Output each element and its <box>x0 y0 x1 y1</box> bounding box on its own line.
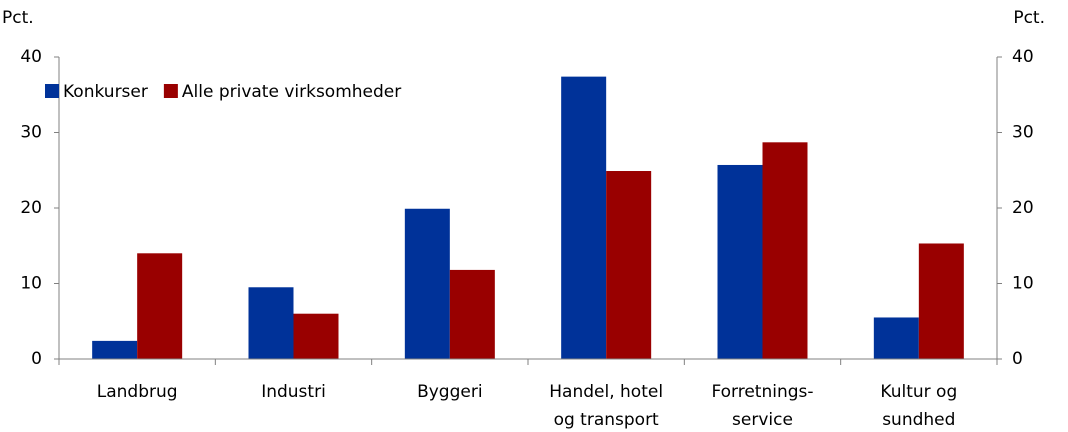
bar <box>293 313 339 359</box>
x-tick-label: service <box>732 410 793 430</box>
bar <box>561 76 607 359</box>
x-tick-label: sundhed <box>882 410 955 430</box>
x-tick-label: Byggeri <box>417 382 482 402</box>
bar <box>717 164 763 359</box>
y2-tick-label: 0 <box>1012 349 1023 369</box>
x-tick-label: Handel, hotel <box>549 382 663 402</box>
y2-axis-label: Pct. <box>1013 8 1045 28</box>
bar <box>606 171 652 359</box>
bar <box>918 243 964 359</box>
bar <box>137 253 183 359</box>
x-tick-label: og transport <box>554 410 659 430</box>
legend-swatch <box>163 84 178 98</box>
bar <box>248 287 294 359</box>
bar <box>762 142 808 359</box>
bar <box>404 208 450 359</box>
y-tick-label: 40 <box>20 47 42 67</box>
y-axis-label: Pct. <box>2 8 34 28</box>
y-tick-label: 10 <box>20 274 42 294</box>
bar <box>873 317 919 359</box>
x-tick-label: Kultur og <box>880 382 957 402</box>
y-tick-label: 20 <box>20 198 42 218</box>
y-tick-label: 0 <box>31 349 42 369</box>
y2-tick-label: 40 <box>1012 47 1034 67</box>
x-tick-label: Industri <box>261 382 326 402</box>
y-tick-label: 30 <box>20 123 42 143</box>
x-tick-label: Landbrug <box>97 382 178 402</box>
y2-tick-label: 10 <box>1012 274 1034 294</box>
y2-tick-label: 30 <box>1012 123 1034 143</box>
bar <box>449 269 495 359</box>
x-tick-label: Forretnings- <box>711 382 813 402</box>
bar <box>92 340 138 359</box>
y2-tick-label: 20 <box>1012 198 1034 218</box>
legend-label: Konkurser <box>63 82 148 102</box>
legend-label: Alle private virksomheder <box>182 82 401 102</box>
legend-swatch <box>45 84 59 98</box>
